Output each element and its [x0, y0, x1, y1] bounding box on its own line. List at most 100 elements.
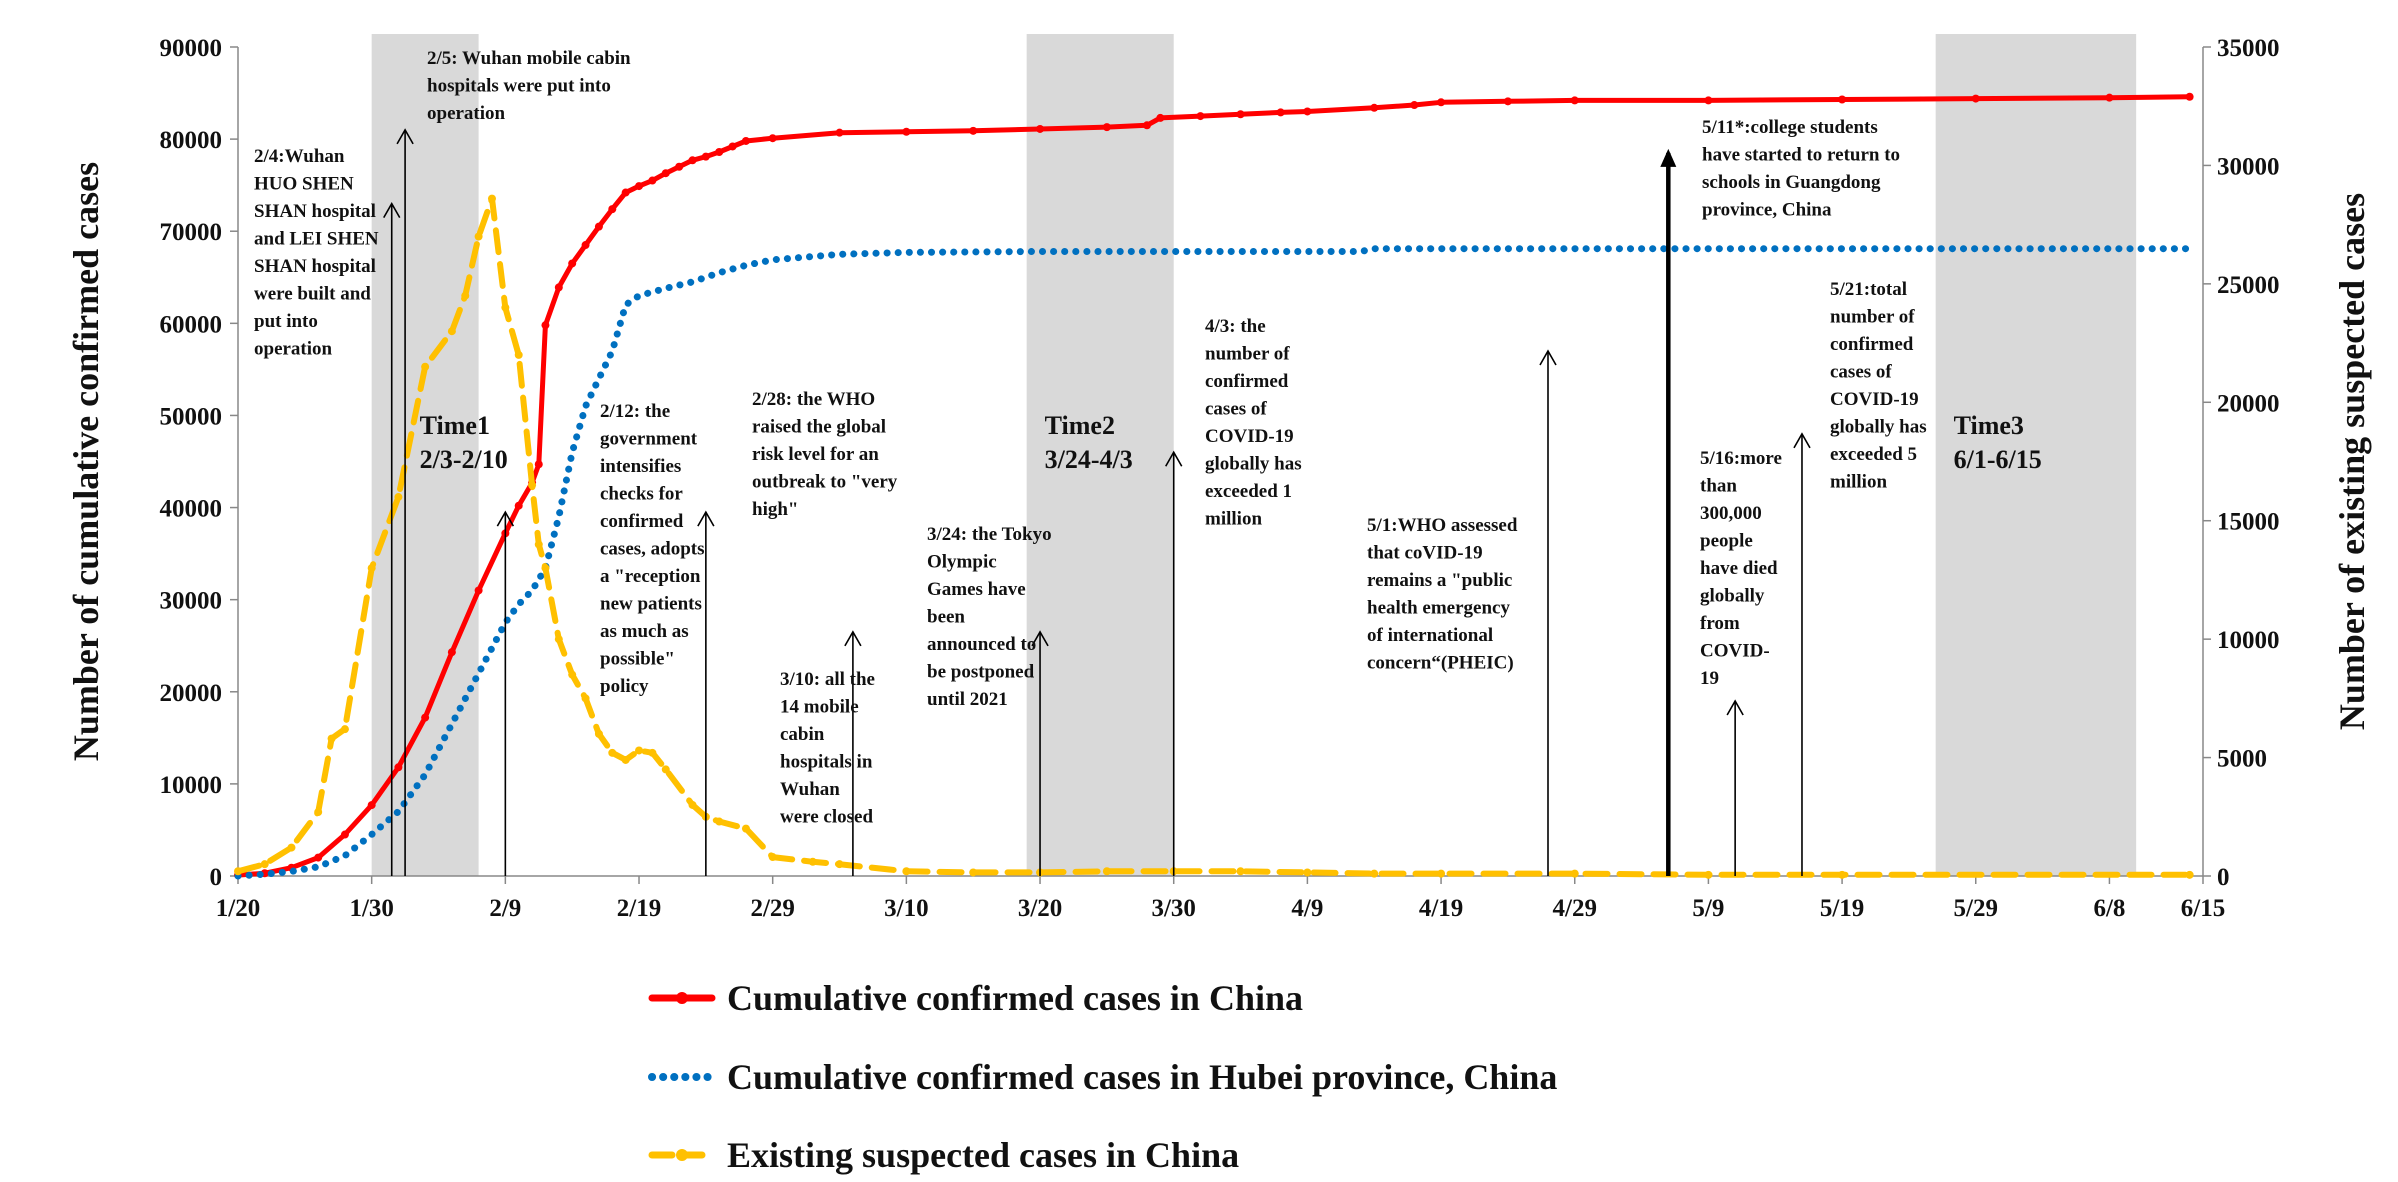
annotation-line: globally has	[1205, 454, 1302, 475]
annotation-line: risk level for an	[752, 444, 879, 465]
annotation-line: announced to	[927, 634, 1036, 655]
series-point	[487, 194, 496, 203]
series-point	[902, 867, 911, 876]
series-point	[808, 857, 817, 866]
series-point	[741, 824, 750, 833]
series-point	[1838, 870, 1847, 879]
annotation-line: raised the global	[752, 417, 886, 438]
annotation-text: 3/24: the Tokyo Olympic Games have been anno…	[927, 524, 1052, 710]
series-point	[1142, 121, 1151, 130]
series-point	[514, 350, 523, 359]
annotation-line: 5/21:total	[1830, 279, 1907, 300]
annotation-line: 3/24: the Tokyo	[927, 524, 1052, 545]
x-tick-label: 6/15	[2181, 895, 2225, 922]
annotation-line: and LEI SHEN	[254, 229, 379, 250]
series-point	[2105, 93, 2114, 102]
annotation-line: people	[1700, 531, 1753, 552]
annotation-text: 5/11*:college students have started to re…	[1702, 117, 1900, 221]
annotation-text: 5/1:WHO assessed that coVID-19 remains a "…	[1367, 515, 1518, 674]
annotation-line: remains a "public	[1367, 570, 1512, 591]
series-point	[501, 303, 510, 312]
x-tick-label: 3/20	[1018, 895, 1062, 922]
series-point	[528, 481, 537, 490]
annotation-line: than	[1700, 476, 1737, 497]
series-point	[514, 501, 523, 510]
series-point	[554, 635, 563, 644]
series-point	[715, 817, 724, 826]
annotation-arrowhead	[1031, 630, 1049, 647]
annotation-line: SHAN hospital	[254, 201, 376, 222]
series-point	[2185, 92, 2194, 101]
annotation-line: province, China	[1702, 200, 1832, 221]
series-point	[688, 156, 697, 165]
series-point	[2185, 870, 2194, 879]
annotation-line: HUO SHEN	[254, 174, 354, 195]
series-point	[1838, 95, 1847, 104]
annotation-line: intensifies	[600, 456, 681, 477]
annotation-line: were built and	[254, 284, 371, 305]
series-point	[594, 729, 603, 738]
series-point	[1437, 869, 1446, 878]
x-tick-label: 1/30	[349, 895, 393, 922]
series-point	[688, 800, 697, 809]
annotation-line: 2/4:Wuhan	[254, 146, 345, 167]
series-point	[1971, 94, 1980, 103]
series-point	[635, 746, 644, 755]
annotation-line: have died	[1700, 558, 1778, 579]
annotation-line: that coVID-19	[1367, 543, 1483, 564]
annotation-line: hospitals in	[780, 752, 873, 773]
annotation-line: until 2021	[927, 689, 1008, 710]
annotation-text: 3/10: all the 14 mobile cabin hospitals in W…	[780, 669, 875, 828]
annotation-line: hospitals were put into	[427, 76, 611, 97]
annotation-line: concern“(PHEIC)	[1367, 653, 1514, 674]
series-point	[1303, 868, 1312, 877]
annotation-line: new patients	[600, 594, 702, 615]
annotation-line: put into	[254, 311, 318, 332]
annotation-line: Wuhan	[780, 779, 840, 800]
series-point	[594, 222, 603, 231]
annotation-line: confirmed	[1205, 371, 1289, 392]
right-y-tick-label: 30000	[2217, 153, 2280, 180]
series-point	[608, 748, 617, 757]
legend: Cumulative confirmed cases in China Cumul…	[648, 978, 1557, 1175]
annotation-line: government	[600, 429, 698, 450]
left-y-tick-label: 0	[210, 864, 223, 891]
series-point	[661, 765, 670, 774]
x-tick-label: 5/9	[1692, 895, 1724, 922]
shaded-period-range: 2/3-2/10	[420, 445, 508, 474]
left-y-tick-label: 20000	[160, 680, 223, 707]
series-point	[608, 205, 617, 214]
annotation-arrowhead	[1165, 450, 1183, 467]
x-tick-label: 4/29	[1553, 895, 1597, 922]
series-point	[648, 176, 657, 185]
x-tick-label: 2/9	[489, 895, 521, 922]
annotation-text: 2/12: the government intensifies checks for…	[600, 401, 705, 697]
series-point	[1704, 96, 1713, 105]
annotation-arrowhead	[1793, 432, 1811, 449]
series-point	[541, 321, 550, 330]
x-tick-label: 3/30	[1151, 895, 1195, 922]
annotation-arrowhead	[1539, 349, 1557, 366]
annotation-line: were closed	[780, 807, 873, 828]
annotation-arrowhead	[496, 510, 515, 527]
right-y-tick-label: 15000	[2217, 509, 2280, 536]
annotation-line: been	[927, 607, 965, 628]
annotation-text: 5/21:total number of confirmed cases of COVI…	[1830, 279, 1927, 493]
annotation-arrowhead	[1726, 699, 1744, 716]
series-point	[314, 808, 323, 817]
series-point	[314, 853, 323, 862]
legend-label-3: Existing suspected cases in China	[727, 1135, 1239, 1175]
annotation-line: confirmed	[600, 511, 684, 532]
series-point	[1410, 101, 1419, 110]
axes: 0100002000030000400005000060000700008000…	[66, 35, 2372, 922]
annotation-line: COVID-19	[1830, 389, 1919, 410]
x-tick-label: 2/29	[750, 895, 794, 922]
annotation-line: from	[1700, 613, 1740, 634]
annotation-line: a "reception	[600, 566, 701, 587]
series-point	[568, 259, 577, 268]
x-tick-label: 1/20	[216, 895, 260, 922]
annotation-line: million	[1205, 509, 1262, 530]
right-y-tick-label: 35000	[2217, 35, 2280, 62]
annotations: 2/4:Wuhan HUO SHEN SHAN hospital and LEI SH…	[254, 48, 1927, 876]
